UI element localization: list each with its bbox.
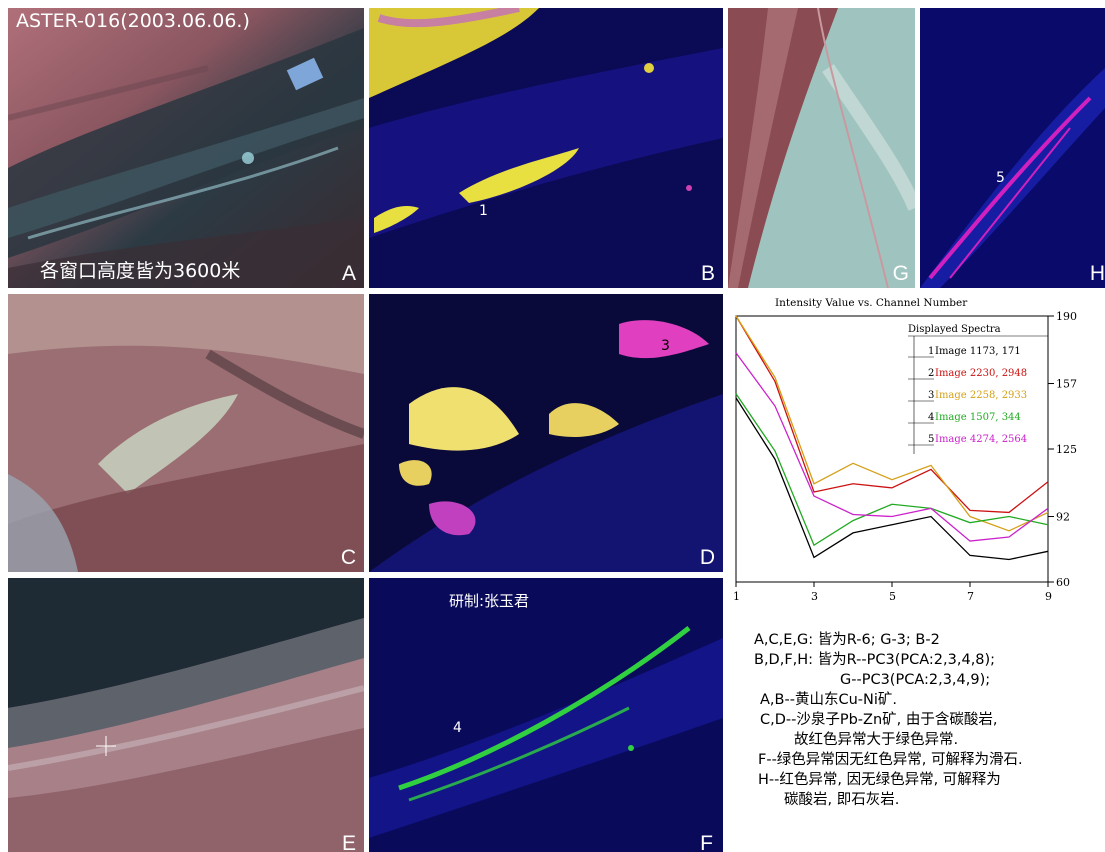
panel-g-image: G (728, 8, 915, 288)
panel-b-anomaly-map (369, 8, 723, 288)
legend-entry: Image 1507, 344 (935, 412, 1021, 423)
note-line: 故红色异常大于绿色异常. (794, 732, 959, 748)
note-line: A,B--黄山东Cu-Ni矿. (760, 692, 897, 708)
panel-b-image: 1 B (369, 8, 723, 288)
panel-c-terrain (8, 294, 364, 572)
panel-d-anomaly-map (369, 294, 723, 572)
spectra-chart: Intensity Value vs. Channel Number 190 157… (728, 294, 1105, 612)
panel-g-letter: G (892, 262, 909, 285)
panel-g-terrain (728, 8, 915, 288)
series-line (735, 315, 1049, 514)
y-tick-label: 157 (1056, 378, 1077, 391)
chart-title: Intensity Value vs. Channel Number (775, 297, 968, 309)
x-tick-label: 5 (889, 590, 896, 603)
panel-a-header: ASTER-016(2003.06.06.) (16, 10, 250, 32)
y-tick-label: 60 (1056, 576, 1070, 589)
panel-f-marker: 4 (453, 720, 462, 736)
panel-e-letter: E (341, 832, 356, 852)
panel-a-letter: A (341, 262, 356, 285)
panel-c-image: C (8, 294, 364, 572)
x-tick-label: 1 (733, 590, 740, 603)
panel-d-image: 3 D (369, 294, 723, 572)
x-tick-label: 7 (967, 590, 974, 603)
panel-d-letter: D (699, 546, 715, 569)
y-tick-label: 125 (1056, 443, 1077, 456)
y-tick-label: 92 (1056, 511, 1070, 524)
note-line: C,D--沙泉子Pb-Zn矿, 由于含碳酸岩, (760, 712, 998, 728)
panel-c-letter: C (340, 546, 356, 569)
note-line: F--绿色异常因无红色异常, 可解释为滑石. (758, 752, 1023, 768)
spectra-chart-svg: Intensity Value vs. Channel Number190157… (733, 297, 1077, 603)
panel-a-terrain (8, 8, 364, 288)
legend-index: 1 (928, 346, 934, 357)
note-line: 碳酸岩, 即石灰岩. (784, 792, 900, 808)
panel-f-letter: F (700, 832, 713, 852)
legend-entry: Image 1173, 171 (935, 346, 1021, 357)
panel-b-marker: 1 (479, 203, 488, 219)
note-line: H--红色异常, 因无绿色异常, 可解释为 (758, 772, 1001, 788)
panel-h-marker: 5 (996, 170, 1005, 186)
series-line (735, 352, 1049, 542)
series-line (735, 397, 1049, 561)
panel-h-anomaly-map (920, 8, 1105, 288)
x-tick-label: 9 (1045, 590, 1052, 603)
legend-entry: Image 4274, 2564 (935, 434, 1027, 445)
panel-h-letter: H (1089, 262, 1105, 285)
legend-entry: Image 2230, 2948 (935, 368, 1027, 379)
note-line: B,D,F,H: 皆为R--PC3(PCA:2,3,4,8); (754, 652, 996, 668)
legend-index: 2 (928, 368, 934, 379)
legend-index: 4 (928, 412, 934, 423)
panel-a-caption: 各窗口高度皆为3600米 (40, 260, 241, 282)
crosshair-icon (96, 736, 116, 756)
legend-title: Displayed Spectra (908, 324, 1001, 335)
panel-e-image: E (8, 578, 364, 852)
panel-e-terrain (8, 578, 364, 852)
legend-notes: A,C,E,G: 皆为R-6; G-3; B-2 B,D,F,H: 皆为R--P… (754, 630, 1104, 810)
y-tick-label: 190 (1056, 310, 1077, 323)
note-line: A,C,E,G: 皆为R-6; G-3; B-2 (754, 632, 940, 648)
panel-f-image: 研制:张玉君 4 F (369, 578, 723, 852)
series-line (735, 315, 1049, 532)
panel-a-image: ASTER-016(2003.06.06.) 各窗口高度皆为3600米 A (8, 8, 364, 288)
series-line (735, 393, 1049, 547)
legend-index: 5 (928, 434, 934, 445)
note-line: G--PC3(PCA:2,3,4,9); (840, 672, 991, 688)
panel-f-credit: 研制:张玉君 (449, 592, 530, 610)
legend-index: 3 (928, 390, 934, 401)
panel-d-marker: 3 (661, 338, 670, 354)
legend-entry: Image 2258, 2933 (935, 390, 1027, 401)
x-tick-label: 3 (811, 590, 818, 603)
plot-frame (735, 315, 1049, 583)
panel-f-anomaly-map (369, 578, 723, 852)
panel-h-image: 5 H (920, 8, 1105, 288)
panel-b-letter: B (700, 262, 715, 285)
